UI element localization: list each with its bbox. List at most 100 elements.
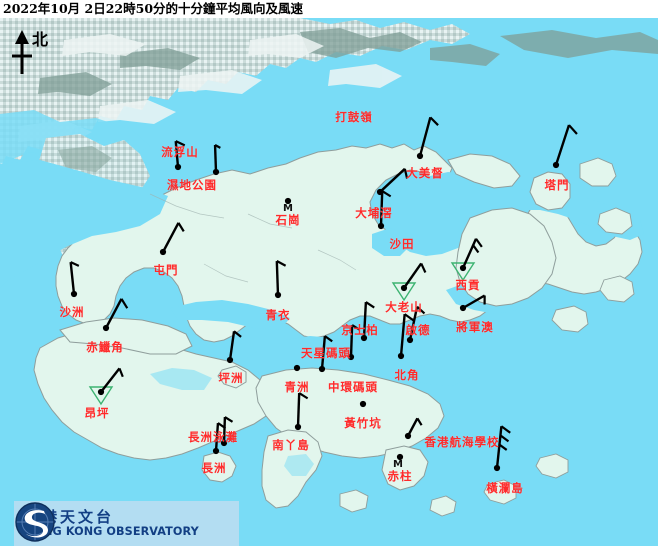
barb-feather	[298, 392, 309, 400]
station-label-waglan-island[interactable]: 橫瀾島	[486, 481, 524, 495]
barb-feather	[217, 422, 227, 430]
station-chek-lap-kok	[102, 298, 129, 332]
barb-shaft	[362, 301, 368, 339]
station-stanley	[396, 453, 404, 461]
station-dot[interactable]	[404, 432, 412, 440]
map-canvas[interactable]: 北 打鼓嶺 流浮山 濕地公園 M 石崗 大美督 塔門 大埔滘 沙田 屯門 西貢 青衣 大老山 沙洲 赤鱲角京…	[0, 18, 658, 546]
page-title: 2022年10月 2日22時50分的十分鐘平均風向及風速	[0, 0, 658, 18]
barb-feather	[177, 222, 185, 232]
barb-feather	[233, 330, 242, 338]
station-dot[interactable]	[396, 453, 404, 461]
barb-feather	[498, 443, 508, 451]
station-label-sha-chau[interactable]: 沙洲	[59, 305, 85, 319]
station-label-tates-cairn[interactable]: 大老山	[385, 300, 423, 314]
station-dot[interactable]	[359, 400, 367, 408]
station-dot[interactable]	[459, 304, 467, 312]
station-label-ngong-ping[interactable]: 昂坪	[84, 406, 110, 420]
barb-shaft	[462, 294, 486, 310]
barb-shaft	[69, 262, 76, 295]
station-label-lamma-island[interactable]: 南丫島	[272, 438, 310, 452]
station-dot[interactable]	[293, 364, 301, 372]
station-central-pier	[318, 335, 333, 373]
station-label-cheung-chau[interactable]: 長洲	[201, 461, 227, 475]
station-label-peng-chau[interactable]: 坪洲	[218, 371, 244, 385]
station-dot[interactable]	[159, 248, 167, 256]
barb-shaft	[399, 314, 406, 357]
station-dot[interactable]	[360, 334, 368, 342]
station-dot[interactable]	[212, 447, 220, 455]
station-ngong-ping	[88, 367, 124, 406]
station-dot[interactable]	[97, 388, 105, 396]
barb-feather	[499, 434, 510, 443]
station-dot[interactable]	[377, 222, 385, 230]
station-dot[interactable]	[220, 439, 228, 447]
station-label-kai-tak[interactable]: 啟德	[405, 323, 431, 337]
station-dot[interactable]	[397, 352, 405, 360]
station-label-wong-chuk-hang[interactable]: 黃竹坑	[344, 416, 382, 430]
barb-feather	[404, 313, 415, 322]
barb-feather	[403, 168, 409, 179]
station-cheung-chau	[212, 422, 227, 455]
station-dot[interactable]	[347, 353, 355, 361]
station-dot[interactable]	[70, 290, 78, 298]
station-label-cheung-chau-beach[interactable]: 長洲泳灘	[188, 430, 238, 444]
barb-feather	[118, 367, 124, 378]
station-dot[interactable]	[212, 168, 220, 176]
station-label-wetland-park[interactable]: 濕地公園	[167, 178, 217, 192]
station-dot[interactable]	[226, 356, 234, 364]
station-hk-sea-school	[404, 417, 423, 440]
station-label-sai-kung[interactable]: 西貢	[455, 278, 481, 292]
station-label-tseung-kwan-o[interactable]: 將軍澳	[456, 320, 494, 334]
station-dot[interactable]	[174, 163, 182, 171]
barb-shaft	[213, 144, 218, 173]
barb-shaft	[406, 417, 419, 437]
station-tsing-yi	[274, 260, 287, 299]
station-label-chek-lap-kok[interactable]: 赤鱲角	[86, 340, 124, 354]
station-lau-fau-shan	[174, 140, 186, 171]
barb-shaft	[161, 222, 180, 253]
barb-shaft	[408, 306, 419, 341]
station-label-tai-mei-tuk[interactable]: 大美督	[406, 166, 444, 180]
station-label-north-point[interactable]: 北角	[394, 368, 420, 382]
station-dot[interactable]	[416, 152, 424, 160]
station-dot[interactable]	[294, 423, 302, 431]
north-arrow-icon	[12, 30, 32, 74]
station-sha-chau	[69, 261, 80, 298]
station-label-lau-fau-shan[interactable]: 流浮山	[161, 145, 199, 159]
station-label-kings-park[interactable]: 京士柏	[341, 323, 379, 337]
station-label-tuen-mun[interactable]: 屯門	[153, 263, 179, 277]
station-label-ta-kwu-ling[interactable]: 打鼓嶺	[335, 110, 373, 124]
barb-feather	[324, 335, 333, 343]
barb-feather	[500, 425, 511, 434]
station-label-stanley[interactable]: 赤柱	[387, 469, 413, 483]
station-label-shek-kong[interactable]: 石崗	[275, 213, 301, 227]
station-dot[interactable]	[406, 336, 414, 344]
station-dot[interactable]	[552, 161, 560, 169]
station-dot[interactable]	[274, 291, 282, 299]
station-tai-mei-tuk	[416, 116, 439, 160]
barb-shaft	[228, 331, 236, 361]
station-label-central-pier[interactable]: 中環碼頭	[328, 380, 378, 394]
station-dot[interactable]	[102, 324, 110, 332]
station-label-hk-sea-school[interactable]: 香港航海學校	[424, 435, 500, 449]
barb-feather	[351, 324, 361, 331]
station-label-tap-mun[interactable]: 塔門	[544, 178, 570, 192]
station-label-sha-tin[interactable]: 沙田	[389, 237, 415, 251]
barb-feather	[276, 260, 287, 267]
station-sha-tin	[377, 190, 392, 230]
station-dot[interactable]	[400, 284, 408, 292]
hko-logo: 香港天文台 HONG KONG OBSERVATORY	[14, 501, 239, 546]
station-label-star-ferry[interactable]: 天星碼頭	[301, 346, 351, 360]
station-label-green-island[interactable]: 青洲	[284, 380, 310, 394]
station-dot[interactable]	[284, 197, 292, 205]
barb-shaft	[222, 416, 227, 444]
barb-feather	[175, 140, 186, 147]
station-dot[interactable]	[318, 365, 326, 373]
station-label-tai-po-kau[interactable]: 大埔滘	[355, 206, 393, 220]
station-dot[interactable]	[493, 464, 501, 472]
barb-feather	[70, 261, 80, 267]
barb-shaft	[554, 124, 571, 166]
station-label-tsing-yi[interactable]: 青衣	[265, 308, 291, 322]
station-dot[interactable]	[459, 264, 467, 272]
barb-shaft	[418, 117, 432, 157]
